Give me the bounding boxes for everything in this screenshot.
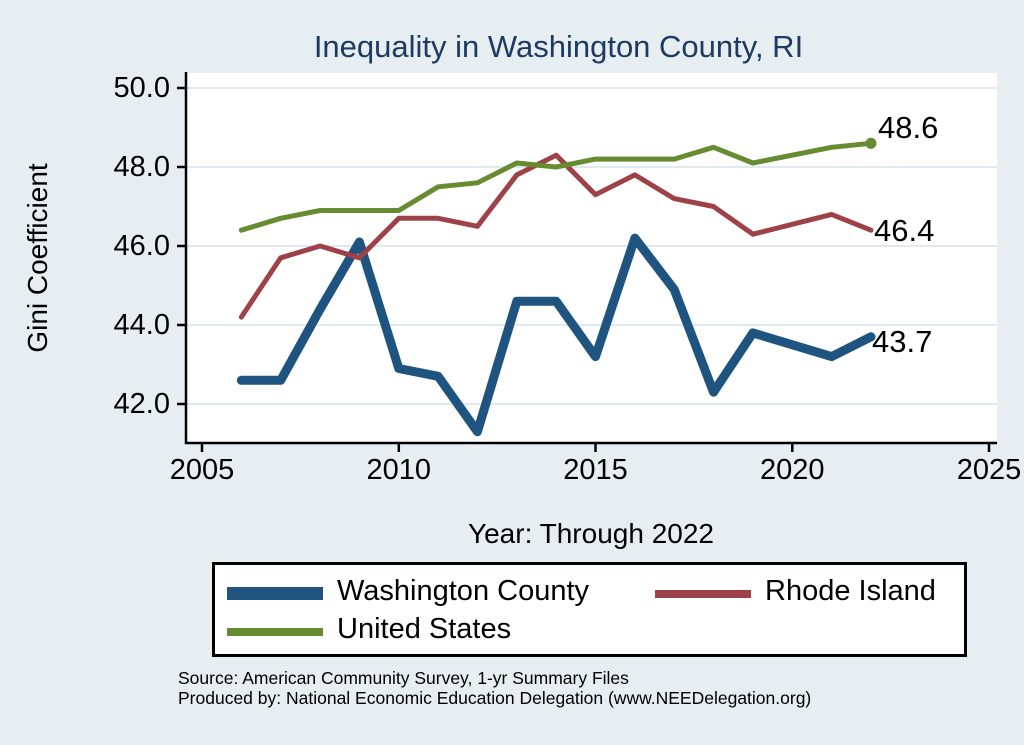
x-tick-label: 2005: [169, 454, 235, 486]
chart-title: Inequality in Washington County, RI: [313, 29, 804, 64]
y-tick-label: 44.0: [113, 309, 170, 341]
series-line-washington-county: [236, 233, 876, 437]
x-tick-label: 2025: [956, 454, 1022, 486]
series-lines: [236, 137, 877, 437]
plot-area: [186, 73, 997, 443]
source-line-1: Source: American Community Survey, 1-yr …: [178, 668, 629, 688]
x-axis-ticks: [200, 444, 991, 452]
y-axis-title: Gini Coefficient: [22, 163, 53, 353]
y-tick-label: 48.0: [113, 151, 170, 183]
x-tick-label: 2010: [366, 454, 432, 486]
x-tick-label: 2015: [563, 454, 628, 486]
legend-swatch-rhode-island: [655, 590, 751, 598]
legend-swatch-washington-county: [227, 587, 323, 600]
end-label-rhode-island: 46.4: [874, 213, 935, 248]
y-tick-label: 46.0: [113, 230, 170, 262]
end-label-united-states: 48.6: [878, 110, 939, 145]
y-tick-label: 42.0: [113, 388, 170, 420]
legend-label-united-states: United States: [337, 613, 512, 645]
end-marker-united-states: [865, 137, 877, 149]
x-tick-label: 2020: [760, 454, 825, 486]
legend-label-rhode-island: Rhode Island: [765, 575, 936, 607]
series-line-united-states: [238, 140, 874, 233]
legend-label-washington-county: Washington County: [337, 575, 590, 607]
y-axis-ticks: [177, 86, 185, 406]
end-label-washington-county: 43.7: [872, 324, 933, 359]
x-axis-title: Year: Through 2022: [468, 518, 714, 549]
source-line-2: Produced by: National Economic Education…: [178, 688, 812, 708]
legend: Washington County Rhode Island United St…: [212, 562, 967, 657]
legend-swatch-united-states: [227, 628, 323, 636]
y-tick-label: 50.0: [113, 72, 170, 104]
horizontal-gridlines: [187, 87, 997, 405]
